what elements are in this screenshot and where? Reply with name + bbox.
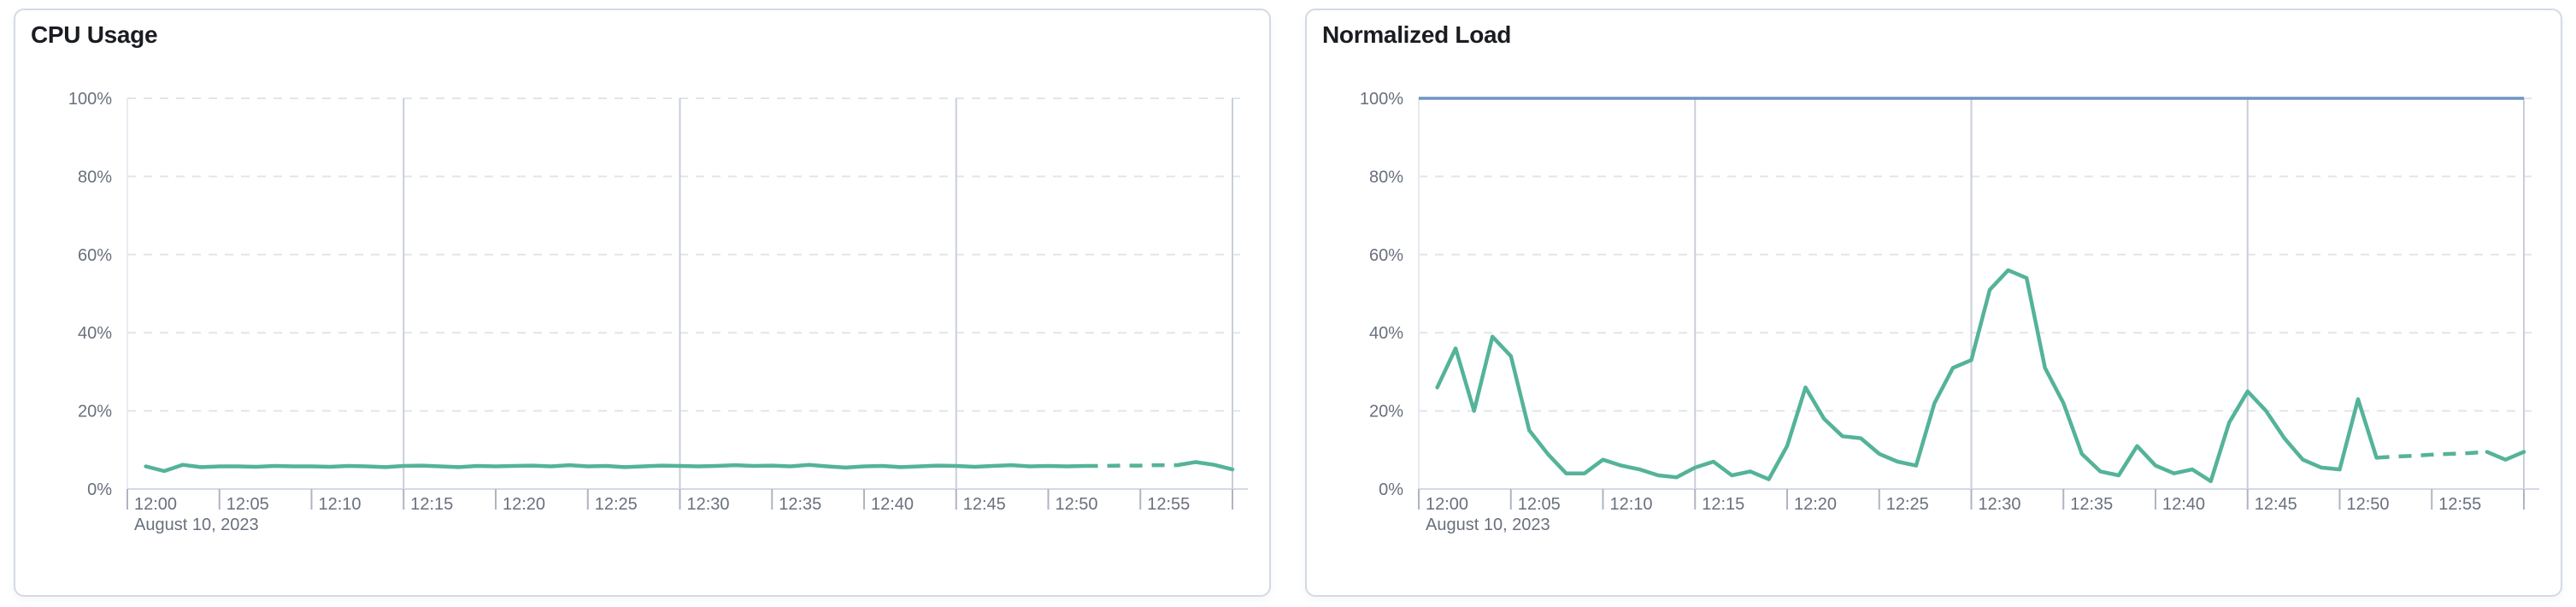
y-axis-labels: 0% 20% 40% 60% 80% 100% bbox=[68, 90, 112, 499]
x-axis-ticks-and-labels: 12:00 12:05 12:10 12:15 12:20 12:25 12:30 12:35… bbox=[1418, 489, 2525, 514]
vertical-gridlines bbox=[403, 98, 1233, 489]
series-segment-dashed-projected bbox=[1085, 463, 1178, 469]
vertical-gridlines bbox=[1694, 98, 2525, 489]
svg-text:40%: 40% bbox=[78, 324, 112, 343]
svg-text:12:00: 12:00 bbox=[134, 495, 177, 514]
svg-text:12:45: 12:45 bbox=[963, 495, 1006, 514]
series-line-cpu-usage bbox=[144, 460, 1235, 474]
svg-text:12:50: 12:50 bbox=[2347, 495, 2390, 514]
y-axis-labels: 0% 20% 40% 60% 80% 100% bbox=[1360, 90, 1403, 499]
svg-text:12:40: 12:40 bbox=[871, 495, 914, 514]
svg-text:12:35: 12:35 bbox=[779, 495, 821, 514]
svg-text:12:35: 12:35 bbox=[2070, 495, 2113, 514]
svg-text:12:55: 12:55 bbox=[1147, 495, 1190, 514]
svg-text:12:20: 12:20 bbox=[1794, 495, 1837, 514]
svg-text:12:50: 12:50 bbox=[1056, 495, 1098, 514]
svg-text:12:30: 12:30 bbox=[1979, 495, 2021, 514]
x-axis-date-label: August 10, 2023 bbox=[134, 516, 259, 534]
svg-text:12:55: 12:55 bbox=[2438, 495, 2481, 514]
svg-text:12:30: 12:30 bbox=[687, 495, 730, 514]
svg-text:12:10: 12:10 bbox=[319, 495, 362, 514]
svg-text:12:40: 12:40 bbox=[2162, 495, 2205, 514]
series-segment-solid-end bbox=[2485, 450, 2526, 462]
svg-text:100%: 100% bbox=[1360, 90, 1403, 109]
svg-text:80%: 80% bbox=[78, 168, 112, 186]
x-axis-date-label: August 10, 2023 bbox=[1426, 516, 1550, 534]
svg-text:60%: 60% bbox=[1369, 246, 1403, 265]
svg-text:12:15: 12:15 bbox=[410, 495, 453, 514]
svg-text:12:05: 12:05 bbox=[1518, 495, 1561, 514]
svg-text:12:20: 12:20 bbox=[503, 495, 545, 514]
svg-text:12:15: 12:15 bbox=[1702, 495, 1744, 514]
horizontal-gridlines bbox=[1419, 97, 2539, 412]
svg-text:20%: 20% bbox=[78, 403, 112, 421]
svg-text:12:05: 12:05 bbox=[226, 495, 269, 514]
series-segment-dashed-projected bbox=[2376, 450, 2488, 460]
cpu-usage-chart[interactable]: 0%20%40%60%80%100%12:00 12:05 12:10 12:15 12… bbox=[15, 10, 1271, 575]
normalized-load-card: Normalized Load 0% 20% 40% 60% 80% 100% 12:00 1… bbox=[1305, 9, 2562, 597]
series-segment-solid bbox=[144, 463, 1087, 474]
svg-text:12:00: 12:00 bbox=[1426, 495, 1468, 514]
chart-title-cpu-usage: CPU Usage bbox=[31, 21, 158, 48]
svg-text:12:45: 12:45 bbox=[2255, 495, 2297, 514]
svg-text:0%: 0% bbox=[87, 480, 112, 499]
cpu-usage-card: CPU Usage 0% 20% 40% 60% 80% 100% 12:00 12:05 12… bbox=[14, 9, 1271, 597]
series-segment-solid-end bbox=[1175, 460, 1235, 472]
series-line-normalized-load bbox=[1435, 268, 2526, 484]
svg-text:0%: 0% bbox=[1379, 480, 1403, 499]
svg-text:100%: 100% bbox=[68, 90, 112, 109]
svg-text:60%: 60% bbox=[78, 246, 112, 265]
svg-text:12:10: 12:10 bbox=[1610, 495, 1653, 514]
horizontal-gridlines bbox=[127, 97, 1248, 412]
chart-title-normalized-load: Normalized Load bbox=[1322, 21, 1512, 48]
svg-text:20%: 20% bbox=[1369, 403, 1403, 421]
svg-text:40%: 40% bbox=[1369, 324, 1403, 343]
normalized-load-chart[interactable]: 0%20%40%60%80%100%12:00 12:05 12:10 12:15 12… bbox=[1307, 10, 2562, 575]
series-segment-solid bbox=[1435, 268, 2379, 484]
svg-text:12:25: 12:25 bbox=[595, 495, 638, 514]
x-axis-ticks-and-labels: 12:00 12:05 12:10 12:15 12:20 12:25 12:30 12:35… bbox=[126, 489, 1233, 514]
svg-text:80%: 80% bbox=[1369, 168, 1403, 186]
svg-text:12:25: 12:25 bbox=[1886, 495, 1929, 514]
